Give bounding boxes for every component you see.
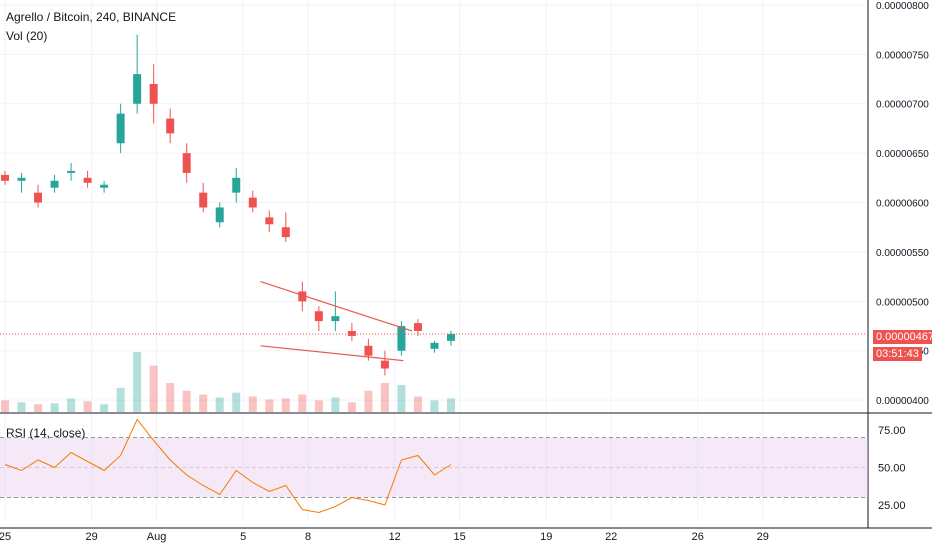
volume-bar xyxy=(298,394,307,412)
volume-bar xyxy=(430,400,439,412)
volume-bar xyxy=(149,365,158,412)
volume-bar xyxy=(331,397,340,412)
volume-bar xyxy=(182,390,191,412)
time-tick-label: 19 xyxy=(540,531,552,543)
price-tick-label: 0.00000700 xyxy=(876,100,929,111)
volume-bar xyxy=(34,404,43,412)
price-tick-label: 0.00000800 xyxy=(876,1,929,12)
candle-body xyxy=(232,177,241,193)
candle-body xyxy=(166,118,175,134)
rsi-legend: RSI (14, close) xyxy=(6,426,86,440)
time-tick-label: 12 xyxy=(389,531,401,543)
time-tick-label: 25 xyxy=(0,531,11,543)
volume-bar xyxy=(364,390,373,412)
volume-bar xyxy=(17,402,26,412)
candle-body xyxy=(413,323,422,331)
volume-bar xyxy=(248,396,257,412)
volume-bar xyxy=(199,394,208,412)
volume-bar xyxy=(232,392,241,412)
volume-legend: Vol (20) xyxy=(6,29,48,43)
candle-body xyxy=(314,311,323,322)
rsi-tick-label: 50.00 xyxy=(878,463,906,475)
price-tick-label: 0.00000650 xyxy=(876,149,929,160)
candle-body xyxy=(380,360,389,369)
price-tick-label: 0.00000400 xyxy=(876,396,929,407)
price-tick-label: 0.00000600 xyxy=(876,199,929,210)
rsi-tick-label: 25.00 xyxy=(878,500,906,512)
trendline-lower xyxy=(260,345,404,362)
volume-bar xyxy=(215,397,224,412)
time-tick-label: 29 xyxy=(757,531,769,543)
candle-body xyxy=(50,180,59,188)
time-tick-label: 29 xyxy=(85,531,97,543)
time-tick-label: Aug xyxy=(147,531,167,543)
candle-body xyxy=(133,74,142,104)
time-tick-label: 22 xyxy=(605,531,617,543)
volume-bar xyxy=(265,399,274,412)
candle-body xyxy=(67,170,76,173)
candle-body xyxy=(182,153,191,173)
candle-body xyxy=(446,333,455,341)
volume-bar xyxy=(100,404,109,412)
candle-body xyxy=(34,192,43,203)
candle-body xyxy=(430,342,439,349)
candle-body xyxy=(281,227,290,238)
volume-bar xyxy=(1,400,9,412)
time-tick-label: 15 xyxy=(454,531,466,543)
candle-body xyxy=(17,177,26,181)
rsi-tick-label: 75.00 xyxy=(878,425,906,437)
candle-body xyxy=(199,192,208,208)
candle-body xyxy=(298,291,307,302)
volume-bar xyxy=(116,387,125,412)
candle-body xyxy=(248,197,257,208)
candle-body xyxy=(215,207,224,223)
volume-bar xyxy=(50,403,59,412)
candle-body xyxy=(149,83,158,104)
volume-bar xyxy=(83,401,92,412)
symbol-legend: Agrello / Bitcoin, 240, BINANCE xyxy=(6,10,177,24)
candle-body xyxy=(397,326,406,351)
countdown-tag: 03:51:43 xyxy=(873,347,922,361)
volume-bar xyxy=(446,398,455,412)
volume-bar xyxy=(397,384,406,412)
candle-body xyxy=(364,345,373,356)
trendline-upper xyxy=(260,281,413,332)
time-tick-label: 8 xyxy=(305,531,311,543)
candle-body xyxy=(100,184,109,188)
candle-body xyxy=(331,316,340,322)
volume-bar xyxy=(133,352,142,412)
volume-bar xyxy=(67,398,76,412)
last-price-tag: 0.00000467 xyxy=(873,330,932,344)
volume-bar xyxy=(413,396,422,412)
volume-bar xyxy=(166,382,175,412)
candle-body xyxy=(1,174,9,181)
volume-bar xyxy=(380,382,389,412)
volume-bar xyxy=(281,398,290,412)
rsi-line xyxy=(4,418,452,514)
time-tick-label: 26 xyxy=(692,531,704,543)
volume-bar xyxy=(314,400,323,412)
price-tick-label: 0.00000500 xyxy=(876,297,929,308)
price-tick-label: 0.00000750 xyxy=(876,50,929,61)
candle-body xyxy=(265,217,274,225)
candle-body xyxy=(83,177,92,183)
price-tick-label: 0.00000550 xyxy=(876,248,929,259)
candle-body xyxy=(116,113,125,144)
time-tick-label: 5 xyxy=(240,531,246,543)
volume-bar xyxy=(347,402,356,412)
